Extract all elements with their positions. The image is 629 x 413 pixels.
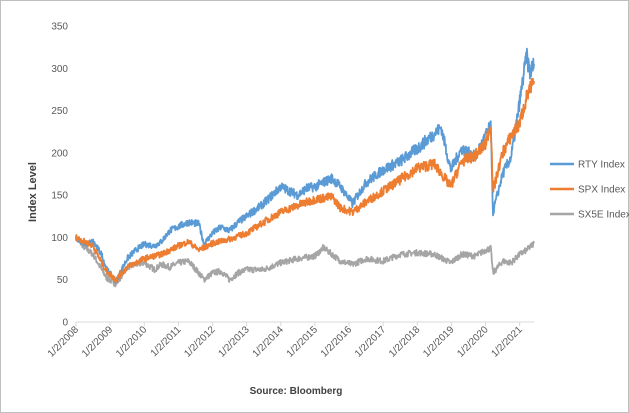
series-line-spx-index xyxy=(75,77,535,283)
legend: RTY Index SPX Index SX5E Index xyxy=(550,160,629,221)
x-tick-label: 1/2/2017 xyxy=(353,324,389,360)
x-tick-label: 1/2/2015 xyxy=(285,324,321,360)
y-tick-label: 100 xyxy=(51,233,68,244)
x-tick-label: 1/2/2021 xyxy=(489,324,525,360)
y-tick-label: 350 xyxy=(51,22,68,33)
series-line-sx5e-index xyxy=(75,234,535,288)
x-tick-label: 1/2/2008 xyxy=(46,324,82,360)
y-tick-label: 0 xyxy=(62,318,68,329)
x-tick-label: 1/2/2009 xyxy=(80,324,116,360)
legend-label: RTY Index xyxy=(578,160,625,171)
legend-label: SX5E Index xyxy=(578,210,629,221)
x-tick-label: 1/2/2016 xyxy=(319,324,355,360)
y-tick-label: 300 xyxy=(51,64,68,75)
x-tick-label: 1/2/2013 xyxy=(216,324,252,360)
y-tick-label: 150 xyxy=(51,191,68,202)
y-tick-label: 50 xyxy=(57,275,69,286)
x-tick-label: 1/2/2012 xyxy=(182,324,218,360)
x-tick-label: 1/2/2011 xyxy=(149,324,184,359)
y-tick-label: 200 xyxy=(51,148,68,159)
source-label: Source: Bloomberg xyxy=(250,386,343,397)
x-tick-label: 1/2/2020 xyxy=(455,324,491,360)
y-tick-label: 250 xyxy=(51,106,68,117)
x-tick-label: 1/2/2019 xyxy=(421,324,457,360)
y-axis-ticks: 0 50 100 150 200 250 300 350 xyxy=(51,22,68,329)
y-axis-title: Index Level xyxy=(27,162,39,222)
series-layer xyxy=(75,47,535,288)
legend-label: SPX Index xyxy=(578,185,625,196)
series-line-rty-index xyxy=(75,47,535,284)
x-tick-label: 1/2/2014 xyxy=(251,324,287,360)
x-tick-label: 1/2/2018 xyxy=(387,324,423,360)
x-tick-label: 1/2/2010 xyxy=(114,324,150,360)
